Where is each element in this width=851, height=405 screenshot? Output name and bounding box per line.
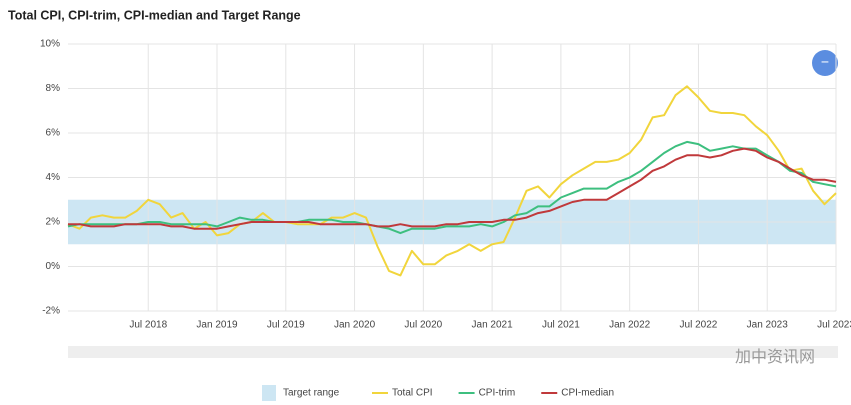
x-tick-label: Jan 2023 [747, 320, 789, 331]
x-tick-label: Jul 2020 [404, 320, 442, 331]
y-tick-label: 10% [40, 39, 60, 50]
legend-label: CPI-trim [479, 388, 516, 399]
y-tick-label: 4% [46, 172, 61, 183]
series-line [67, 140, 837, 235]
x-tick-label: Jul 2018 [129, 320, 167, 331]
x-tick-label: Jul 2019 [267, 320, 305, 331]
x-tick-label: Jan 2020 [334, 320, 376, 331]
y-tick-label: 6% [46, 128, 61, 139]
series-line [68, 147, 837, 230]
scrollbar[interactable] [68, 346, 838, 358]
y-tick-label: -2% [42, 306, 60, 317]
x-tick-label: Jul 2022 [680, 320, 718, 331]
series-line [67, 85, 837, 277]
y-tick-label: 0% [46, 261, 61, 272]
zoom-button-label[interactable]: − [821, 54, 829, 70]
y-tick-label: 8% [46, 83, 61, 94]
x-tick-label: Jul 2021 [542, 320, 580, 331]
x-tick-label: Jan 2019 [196, 320, 238, 331]
watermark: 加中资讯网 [735, 348, 815, 366]
legend-label: Target range [283, 388, 340, 399]
legend-label: Total CPI [392, 388, 433, 399]
legend-swatch [262, 385, 276, 401]
x-tick-label: Jul 2023 [817, 320, 851, 331]
chart-title: Total CPI, CPI-trim, CPI-median and Targ… [8, 8, 301, 22]
zoom-button[interactable] [812, 50, 838, 76]
y-tick-label: 2% [46, 217, 61, 228]
x-tick-label: Jan 2022 [609, 320, 651, 331]
legend-label: CPI-median [561, 388, 614, 399]
x-tick-label: Jan 2021 [472, 320, 514, 331]
